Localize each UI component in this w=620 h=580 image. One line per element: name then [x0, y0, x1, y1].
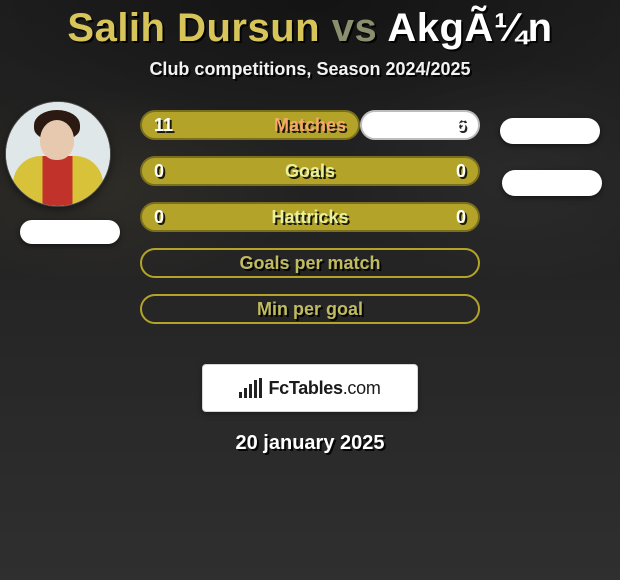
fctables-logo: FcTables.com	[202, 364, 418, 412]
stat-row: 11 6 Matches	[140, 110, 480, 140]
player-right-name-pill	[502, 170, 602, 196]
logo-text: FcTables.com	[268, 378, 380, 399]
stat-label: Goals	[285, 161, 335, 182]
subtitle: Club competitions, Season 2024/2025	[0, 59, 620, 80]
stat-value-right: 0	[456, 156, 466, 186]
stat-label: Matches	[274, 115, 346, 136]
player-left-name-pill	[20, 220, 120, 244]
stat-value-right: 0	[456, 202, 466, 232]
stat-row: Min per goal	[140, 294, 480, 324]
title-vs: vs	[332, 6, 378, 50]
comparison-area: 11 6 Matches 0 0 Goals 0 0 Hattricks Goals per ma…	[0, 110, 620, 340]
stat-row: 0 0 Goals	[140, 156, 480, 186]
date-label: 20 january 2025	[0, 432, 620, 455]
stat-label: Hattricks	[271, 207, 348, 228]
stat-label: Min per goal	[257, 299, 363, 320]
player-right-avatar-placeholder	[500, 118, 600, 144]
page-title: Salih Dursun vs AkgÃ¼n	[0, 0, 620, 51]
logo-domain: .com	[343, 378, 381, 398]
stat-value-left: 11	[154, 110, 173, 140]
title-right: AkgÃ¼n	[387, 6, 552, 50]
stat-value-right: 6	[456, 110, 466, 140]
stat-row: 0 0 Hattricks	[140, 202, 480, 232]
stat-row: Goals per match	[140, 248, 480, 278]
title-left: Salih Dursun	[67, 6, 320, 50]
stat-value-left: 0	[154, 156, 164, 186]
logo-brand: FcTables	[268, 378, 342, 398]
logo-bars-icon	[239, 378, 262, 398]
stat-rows: 11 6 Matches 0 0 Goals 0 0 Hattricks Goals per ma…	[140, 110, 480, 324]
stat-label: Goals per match	[239, 253, 380, 274]
player-left-avatar	[6, 102, 110, 206]
stat-value-left: 0	[154, 202, 164, 232]
